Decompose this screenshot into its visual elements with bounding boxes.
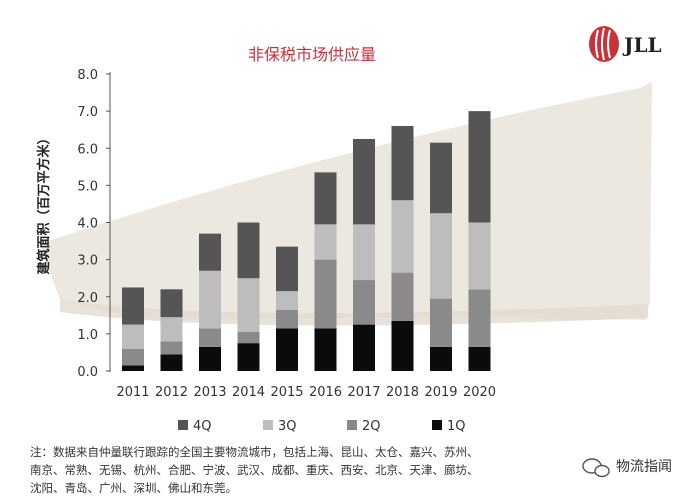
legend-swatch bbox=[178, 420, 188, 430]
bar-2014-3Q bbox=[237, 278, 260, 333]
bar-2012-4Q bbox=[160, 289, 183, 318]
bar-2019-2Q bbox=[430, 298, 452, 347]
x-tick-label: 2012 bbox=[155, 385, 188, 400]
bar-2011-1Q bbox=[122, 365, 144, 371]
y-tick-label: 1.0 bbox=[77, 328, 98, 343]
bar-2017-2Q bbox=[353, 280, 375, 325]
jll-logo-mark-icon bbox=[589, 26, 619, 62]
x-tick-label: 2020 bbox=[463, 385, 496, 400]
legend-item-1Q: 1Q bbox=[432, 419, 466, 434]
bar-2018-3Q bbox=[391, 200, 414, 273]
legend-swatch bbox=[432, 420, 442, 430]
jll-logo-text: JLL bbox=[622, 33, 662, 57]
y-tick-label: 7.0 bbox=[77, 105, 98, 120]
bar-2016-4Q bbox=[314, 172, 337, 225]
bar-2018-4Q bbox=[391, 125, 414, 201]
footnote-line-1: 注：数据来自仲量联行跟踪的全国主要物流城市，包括上海、昆山、太仓、嘉兴、苏州、 bbox=[30, 445, 479, 459]
wechat-icon bbox=[582, 458, 610, 478]
brush-background bbox=[40, 82, 652, 320]
y-tick-label: 3.0 bbox=[77, 254, 98, 269]
bar-2017-1Q bbox=[353, 324, 375, 371]
legend-swatch bbox=[347, 420, 357, 430]
bar-2015-2Q bbox=[276, 309, 298, 329]
y-tick-label: 0.0 bbox=[77, 365, 98, 380]
footnote-line-3: 沈阳、青岛、广州、深圳、佛山和东莞。 bbox=[30, 481, 237, 495]
bar-2014-1Q bbox=[237, 343, 260, 371]
chart-title: 非保税市场供应量 bbox=[248, 45, 376, 64]
bar-2016-3Q bbox=[314, 224, 337, 260]
bar-2020-2Q bbox=[468, 289, 491, 347]
bar-2017-3Q bbox=[353, 224, 375, 281]
footnote-line-2: 南京、常熟、无锡、杭州、合肥、宁波、武汉、成都、重庆、西安、北京、天津、廊坊、 bbox=[30, 463, 479, 477]
bar-2016-1Q bbox=[314, 328, 337, 371]
bar-2014-4Q bbox=[237, 222, 260, 279]
footnote: 注：数据来自仲量联行跟踪的全国主要物流城市，包括上海、昆山、太仓、嘉兴、苏州、 … bbox=[30, 445, 479, 495]
x-tick-label: 2019 bbox=[424, 385, 457, 400]
bar-2020-4Q bbox=[468, 111, 491, 223]
legend: 4Q 3Q 2Q 1Q bbox=[178, 419, 466, 434]
bar-2017-4Q bbox=[353, 138, 375, 225]
bar-2013-2Q bbox=[199, 328, 221, 347]
bar-2012-1Q bbox=[160, 354, 183, 371]
bar-2020-1Q bbox=[468, 346, 491, 371]
bar-2015-4Q bbox=[276, 246, 298, 292]
bar-2012-3Q bbox=[160, 317, 183, 342]
bar-2011-4Q bbox=[122, 287, 144, 325]
legend-label: 1Q bbox=[447, 419, 466, 434]
x-ticks: 2011 2012 2013 2014 2015 2016 2017 2018 2019 2020 bbox=[116, 385, 496, 400]
y-tick-label: 2.0 bbox=[77, 291, 98, 306]
bar-2014-2Q bbox=[237, 332, 260, 344]
bar-2018-2Q bbox=[391, 272, 414, 321]
bar-2013-3Q bbox=[199, 270, 221, 329]
legend-item-3Q: 3Q bbox=[263, 419, 297, 434]
watermark: 物流指闻 bbox=[582, 458, 672, 478]
legend-item-2Q: 2Q bbox=[347, 419, 381, 434]
bar-2019-3Q bbox=[430, 213, 452, 299]
legend-swatch bbox=[263, 420, 273, 430]
y-tick-label: 4.0 bbox=[77, 217, 98, 232]
watermark-text: 物流指闻 bbox=[616, 459, 672, 475]
bar-2013-1Q bbox=[199, 346, 221, 371]
x-tick-label: 2013 bbox=[193, 385, 226, 400]
bar-2011-3Q bbox=[122, 324, 144, 349]
x-tick-label: 2011 bbox=[116, 385, 149, 400]
bar-2012-2Q bbox=[160, 341, 183, 355]
x-tick-label: 2018 bbox=[386, 385, 419, 400]
bar-2020-3Q bbox=[468, 222, 491, 290]
bar-2011-2Q bbox=[122, 348, 144, 366]
y-axis-label: 建筑面积（百万平方米） bbox=[36, 131, 52, 274]
y-tick-label: 5.0 bbox=[77, 179, 98, 194]
bar-2019-1Q bbox=[430, 346, 452, 371]
bar-2015-1Q bbox=[276, 328, 298, 371]
y-tick-label: 8.0 bbox=[77, 68, 98, 83]
bar-2019-4Q bbox=[430, 142, 452, 214]
jll-logo: JLL bbox=[589, 26, 662, 62]
legend-item-4Q: 4Q bbox=[178, 419, 212, 434]
x-tick-label: 2017 bbox=[347, 385, 380, 400]
y-ticks: 0.0 1.0 2.0 3.0 4.0 5.0 6.0 7.0 8.0 bbox=[77, 68, 110, 380]
x-tick-label: 2014 bbox=[232, 385, 265, 400]
bar-2015-3Q bbox=[276, 291, 298, 310]
x-tick-label: 2015 bbox=[270, 385, 303, 400]
x-tick-label: 2016 bbox=[309, 385, 342, 400]
legend-label: 3Q bbox=[278, 419, 297, 434]
bar-2013-4Q bbox=[199, 233, 221, 271]
bar-2018-1Q bbox=[391, 320, 414, 371]
bar-2016-2Q bbox=[314, 259, 337, 329]
bars bbox=[122, 111, 491, 371]
legend-label: 2Q bbox=[362, 419, 381, 434]
legend-label: 4Q bbox=[193, 419, 212, 434]
y-tick-label: 6.0 bbox=[77, 142, 98, 157]
